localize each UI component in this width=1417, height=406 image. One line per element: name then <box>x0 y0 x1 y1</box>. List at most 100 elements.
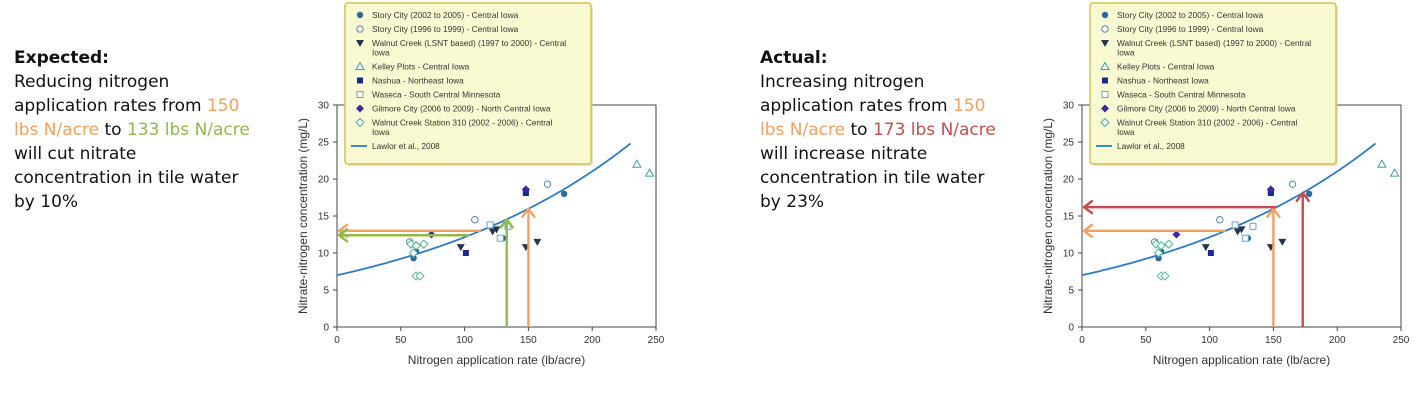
data-point <box>486 221 494 229</box>
y-tick-label: 25 <box>318 138 330 149</box>
legend-marker <box>356 40 364 47</box>
data-point <box>1237 226 1246 234</box>
legend-entry-label: Story City (1996 to 1999) - Central Iowa <box>1117 24 1264 34</box>
data-point <box>1172 230 1181 239</box>
data-point <box>644 168 655 177</box>
y-tick-label: 5 <box>1068 286 1074 297</box>
arrowhead-up-orange <box>521 207 536 218</box>
legend-marker <box>356 91 364 98</box>
arrowhead-left-green <box>337 228 349 243</box>
actual-text-e: will increase nitrate concentration in t… <box>760 144 985 212</box>
arrowhead-up-green <box>499 218 514 229</box>
data-point <box>543 180 552 188</box>
actual-text-block: Actual: Increasing nitrogen application … <box>760 46 1000 214</box>
annotation-arrows <box>1082 191 1310 327</box>
actual-heading: Actual: <box>760 48 828 68</box>
data-point <box>1153 248 1164 258</box>
lawlor-curve <box>1081 142 1377 277</box>
data-point <box>1241 234 1249 242</box>
data-point <box>1201 244 1210 252</box>
legend-entry-label: Walnut Creek (LSNT based) (1997 to 2000)… <box>372 38 566 58</box>
legend-marker <box>1101 91 1109 98</box>
x-axis-label: Nitrogen application rate (lb/acre) <box>408 353 585 367</box>
arrowhead-up-orange <box>1266 207 1281 218</box>
legend-marker <box>1101 104 1109 113</box>
expected-heading: Expected: <box>14 48 109 68</box>
legend-entry-label: Waseca - South Central Minnesota <box>1117 90 1246 100</box>
expected-text-e: will cut nitrate concentration in tile w… <box>14 144 239 212</box>
data-point <box>419 239 429 249</box>
data-point <box>1305 190 1313 197</box>
x-tick-label: 200 <box>584 335 601 346</box>
legend-marker <box>1100 61 1110 70</box>
x-tick-label: 250 <box>648 335 665 346</box>
x-tick-label: 50 <box>395 335 407 346</box>
y-tick-label: 30 <box>1063 101 1075 112</box>
data-point <box>1155 254 1162 262</box>
y-axis-label: Nitrate-nitrogen concentration (mg/L) <box>296 118 310 314</box>
data-point <box>415 271 425 281</box>
legend-entry-label: Story City (2002 to 2005) - Central Iowa <box>372 10 519 20</box>
x-tick-label: 150 <box>1265 335 1282 346</box>
legend-entry-label: Waseca - South Central Minnesota <box>372 90 501 100</box>
data-point <box>410 254 417 262</box>
data-point <box>456 244 465 252</box>
legend-entry-label: Story City (2002 to 2005) - Central Iowa <box>1117 10 1264 20</box>
legend-entry-label: Walnut Creek Station 310 (2002 - 2006) -… <box>372 118 553 138</box>
actual-text-d: 173 lbs N/acre <box>872 120 996 140</box>
legend: Story City (2002 to 2005) - Central Iowa… <box>1089 2 1338 166</box>
legend-marker <box>356 11 364 19</box>
y-tick-label: 5 <box>323 286 329 297</box>
y-tick-label: 20 <box>1063 175 1075 186</box>
legend-entry-label: Story City (1996 to 1999) - Central Iowa <box>372 24 519 34</box>
legend-marker <box>356 104 364 113</box>
legend-marker <box>355 117 365 128</box>
y-tick-label: 0 <box>323 323 329 334</box>
legend-entry-label: Nashua - Northeast Iowa <box>1117 76 1209 86</box>
data-points <box>1151 159 1400 281</box>
y-tick-label: 10 <box>1063 249 1075 260</box>
legend-marker <box>1102 77 1108 84</box>
annotation-arrows <box>337 207 536 327</box>
data-point <box>1288 180 1297 188</box>
data-point <box>631 159 642 168</box>
legend-marker <box>1101 40 1109 47</box>
x-axis-label: Nitrogen application rate (lb/acre) <box>1153 353 1330 367</box>
x-tick-label: 50 <box>1140 335 1152 346</box>
data-point <box>533 238 542 246</box>
data-point <box>521 185 530 194</box>
data-point <box>1249 222 1257 230</box>
actual-text-c: to <box>845 120 873 140</box>
y-tick-label: 15 <box>1063 212 1075 223</box>
legend-entry-label: Gilmore City (2006 to 2009) - North Cent… <box>372 104 551 114</box>
legend-marker <box>1101 11 1109 19</box>
data-point <box>496 234 504 242</box>
lawlor-curve <box>336 142 632 277</box>
legend-marker <box>1100 117 1110 128</box>
legend-entry-label: Lawlor et al., 2008 <box>372 141 440 151</box>
data-point <box>492 226 501 234</box>
legend-entry-label: Nashua - Northeast Iowa <box>372 76 464 86</box>
legend-box <box>344 2 592 165</box>
x-tick-label: 0 <box>1079 335 1085 346</box>
expected-text-b: 150 lbs N/acre <box>14 96 240 140</box>
data-point <box>1164 239 1174 249</box>
data-point <box>408 248 419 258</box>
legend-marker <box>357 77 363 84</box>
legend: Story City (2002 to 2005) - Central Iowa… <box>344 2 593 166</box>
y-tick-label: 30 <box>318 101 330 112</box>
legend-entry-label: Gilmore City (2006 to 2009) - North Cent… <box>1117 104 1296 114</box>
axes: 0 50 100 150 200 250 0 5 10 15 20 25 30 Nitrogen appl… <box>296 101 665 368</box>
y-tick-label: 25 <box>1063 138 1075 149</box>
legend-box <box>1089 2 1337 165</box>
actual-text-b: 150 lbs N/acre <box>760 96 986 140</box>
data-point <box>1376 159 1387 168</box>
legend-entry-label: Kelley Plots - Central Iowa <box>1117 62 1215 72</box>
x-tick-label: 100 <box>1201 335 1218 346</box>
arrowhead-left-orange <box>1082 223 1094 238</box>
legend-marker <box>356 25 364 33</box>
data-point <box>1389 168 1400 177</box>
expected-text-a: Reducing nitrogen application rates from <box>14 72 207 116</box>
data-point <box>1207 250 1214 256</box>
